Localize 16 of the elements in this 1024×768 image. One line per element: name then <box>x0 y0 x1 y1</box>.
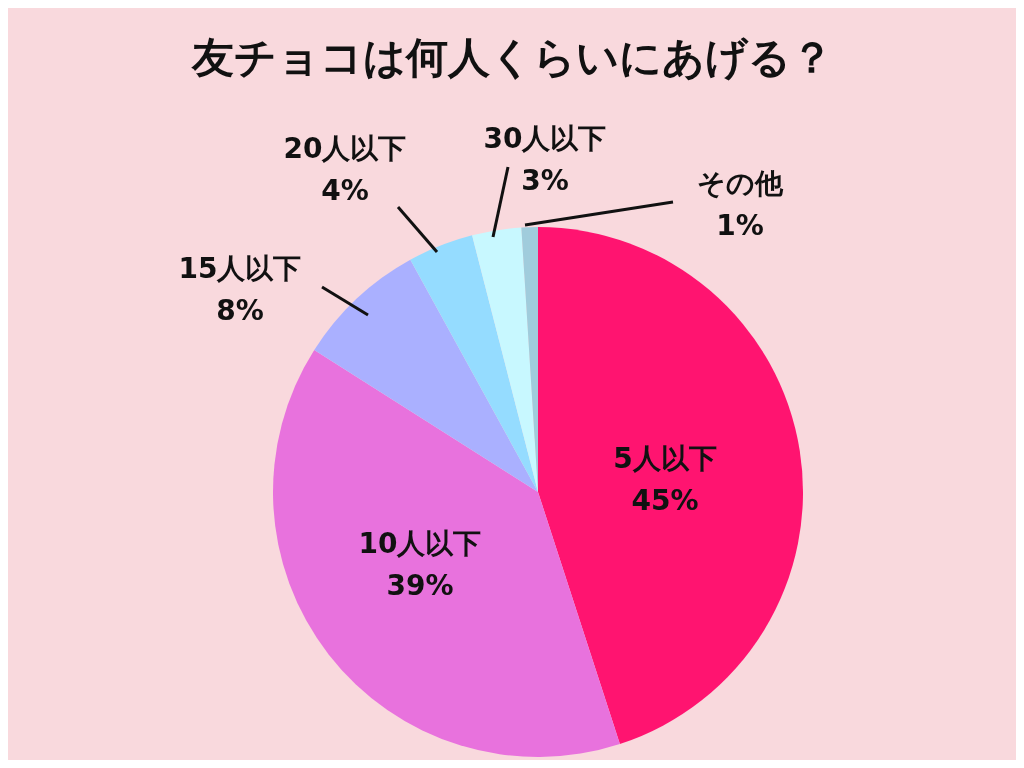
data-label: 4% <box>321 174 369 207</box>
pie-slice <box>314 259 538 492</box>
slice-label: 20人以下 <box>283 132 407 165</box>
slice-label: 5人以下 <box>613 442 717 475</box>
slice-label: 15人以下 <box>178 252 302 285</box>
slice-label: その他 <box>697 167 784 200</box>
slice-label: 30人以下 <box>483 122 607 155</box>
pie-slice <box>410 235 538 492</box>
data-label: 8% <box>216 294 264 327</box>
pie-slice <box>472 227 538 492</box>
data-label: 39% <box>386 569 454 602</box>
data-label: 45% <box>631 484 699 517</box>
slice-label: 10人以下 <box>358 527 482 560</box>
data-label: 1% <box>716 209 764 242</box>
data-label: 3% <box>521 164 569 197</box>
chart-title: 友チョコは何人くらいにあげる？ <box>190 32 834 84</box>
